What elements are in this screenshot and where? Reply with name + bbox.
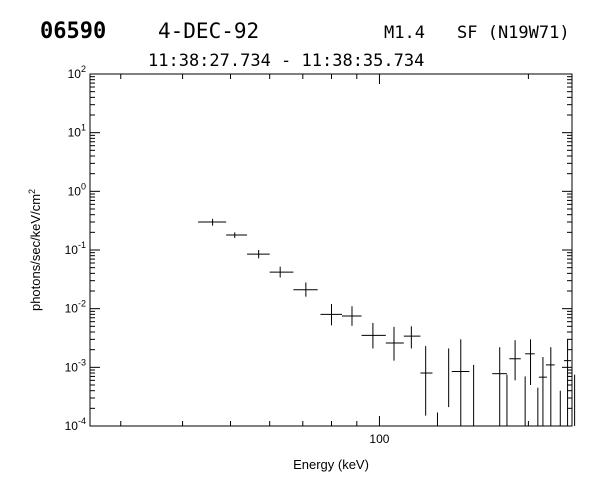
y-tick-label: 10-4 [65, 416, 86, 433]
y-tick-label-base: 10 [65, 243, 79, 257]
event-id: 06590 [40, 19, 106, 44]
x-tick-label: 100 [369, 432, 389, 446]
time-range: 11:38:27.734 - 11:38:35.734 [148, 51, 424, 71]
y-tick-label-exponent: -3 [78, 357, 86, 367]
y-tick-label-exponent: 0 [81, 181, 86, 191]
x-tick-labels: 100 [369, 432, 389, 446]
y-axis-label-superscript: 2 [27, 189, 37, 194]
y-tick-label: 10-3 [65, 357, 86, 374]
y-tick-label: 102 [68, 64, 86, 81]
y-tick-label-base: 10 [65, 302, 79, 316]
y-tick-label-base: 10 [68, 126, 82, 140]
y-tick-label: 101 [68, 123, 86, 140]
y-tick-label-exponent: -2 [78, 299, 86, 309]
y-tick-label-base: 10 [68, 67, 82, 81]
y-tick-label: 100 [68, 181, 86, 198]
y-tick-label-exponent: -4 [78, 416, 86, 426]
y-tick-label-exponent: -1 [78, 240, 86, 250]
y-axis-label: photons/sec/keV/cm2 [27, 189, 43, 311]
y-tick-label-base: 10 [65, 419, 79, 433]
y-tick-label-exponent: 2 [81, 64, 86, 74]
y-tick-label-base: 10 [65, 360, 79, 374]
y-axis-label-main: photons/sec/keV/cm [28, 194, 43, 311]
axis-ticks [90, 73, 572, 427]
y-tick-label: 10-2 [65, 299, 86, 316]
event-date: 4-DEC-92 [158, 19, 259, 43]
flare-location: SF (N19W71) [457, 23, 570, 43]
y-tick-label: 10-1 [65, 240, 86, 257]
flare-class: M1.4 [384, 23, 425, 43]
y-tick-label-base: 10 [68, 184, 82, 198]
y-tick-label-exponent: 1 [81, 123, 86, 133]
data-points [198, 218, 576, 426]
x-axis-label: Energy (keV) [293, 457, 369, 472]
